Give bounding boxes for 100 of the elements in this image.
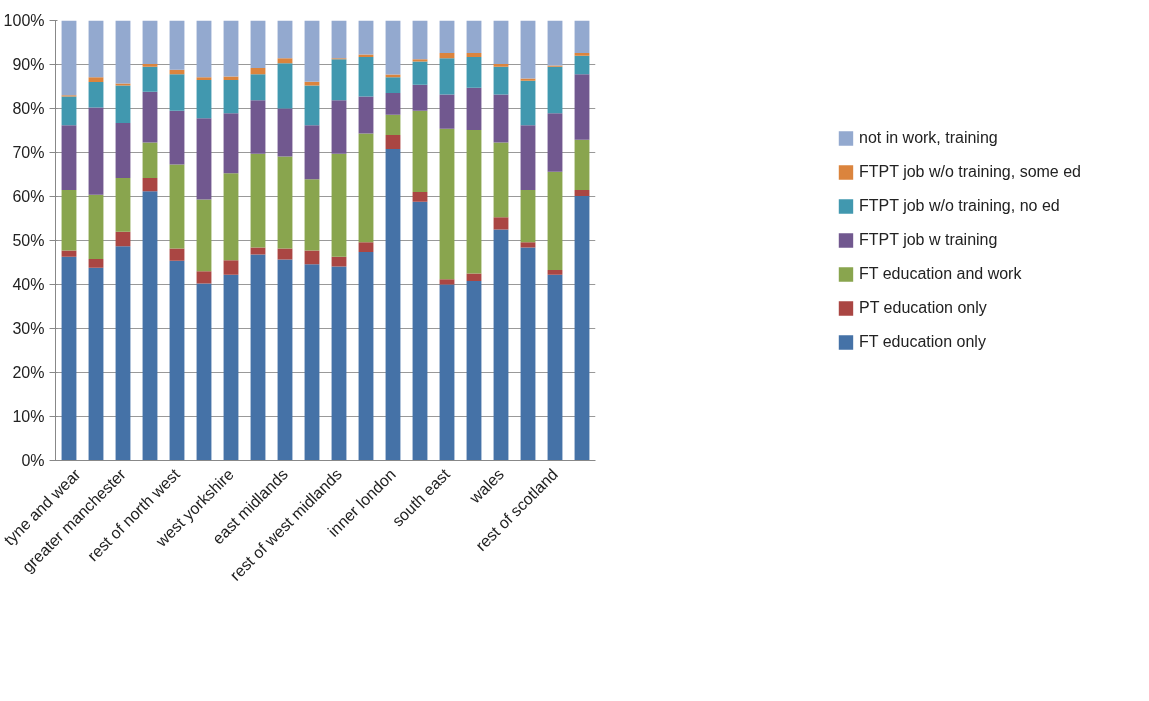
bar [88,258,104,268]
bar [520,242,536,248]
legend-label: not in work, training [858,129,998,147]
bar [277,58,293,64]
bar [88,77,104,83]
bar [439,58,455,95]
bar [169,20,185,70]
bar [223,274,239,461]
bar [466,87,482,131]
bar [331,153,347,257]
bar [439,94,455,129]
bar [142,178,158,192]
y-tick-label: 30% [12,320,45,337]
bar [250,68,266,75]
bar [358,20,374,55]
bar [547,66,563,114]
bar [115,85,131,124]
bar [385,93,401,115]
bar [88,194,104,259]
bar [61,125,77,190]
bar [439,279,455,285]
y-tick-label: 70% [12,144,45,161]
bar [493,217,509,230]
bar [115,246,131,461]
bar [520,189,536,243]
bar [574,53,590,56]
bar [385,77,401,94]
y-tick-label: 0% [21,452,45,469]
bar [61,96,77,126]
bar [115,20,131,84]
y-tick-label: 40% [12,276,45,293]
bar [169,110,185,165]
legend-label: FTPT job w training [858,231,998,249]
legend-label: FT education and work [858,265,1022,283]
bar [115,83,131,86]
bar [412,110,428,193]
bar [169,74,185,111]
bar [331,266,347,461]
bar [466,57,482,88]
bar [61,20,77,96]
bar [250,74,266,101]
bar [574,139,590,190]
legend-label: PT education only [858,299,987,317]
bar [88,267,104,461]
bar [169,260,185,461]
bar [169,164,185,249]
bar [304,250,320,265]
legend-label: FTPT job w/o training, no ed [858,197,1060,215]
bar [142,91,158,143]
bar [88,82,104,108]
bar [574,189,590,197]
bar [574,74,590,140]
y-tick-label: 100% [3,12,45,29]
bar [304,179,320,251]
bar [223,113,239,174]
legend-label: FTPT job w/o training, some ed [858,163,1082,181]
y-tick-label: 80% [12,100,45,117]
bar [142,142,158,179]
bar [412,201,428,461]
bar [304,125,320,180]
bar [196,79,212,119]
bar [574,196,590,461]
bar [547,171,563,270]
bar [250,100,266,154]
bar [277,248,293,260]
bar [331,20,347,59]
bar [142,191,158,461]
bar [223,76,239,80]
y-tick-label: 60% [12,188,45,205]
bar [493,20,509,65]
bar [439,284,455,461]
bar [547,269,563,275]
bar [61,189,77,251]
bar [250,153,266,248]
bar [520,80,536,126]
bar [493,94,509,143]
bar [223,79,239,114]
bar [115,178,131,232]
bar [439,128,455,280]
bar [250,247,266,255]
bar [358,96,374,134]
bar [196,283,212,461]
bar [196,77,212,80]
bar [304,264,320,461]
bar [223,260,239,275]
bar [520,125,536,190]
bar [358,133,374,243]
bar [115,123,131,179]
bar [412,20,428,60]
bar [277,259,293,461]
bar [358,57,374,97]
bar [196,199,212,272]
bar [547,274,563,461]
y-tick-label: 10% [12,408,45,425]
bar [61,250,77,257]
bar [142,64,158,67]
y-tick-label: 50% [12,232,45,249]
bar [250,20,266,69]
bar [412,61,428,85]
bar [196,20,212,78]
